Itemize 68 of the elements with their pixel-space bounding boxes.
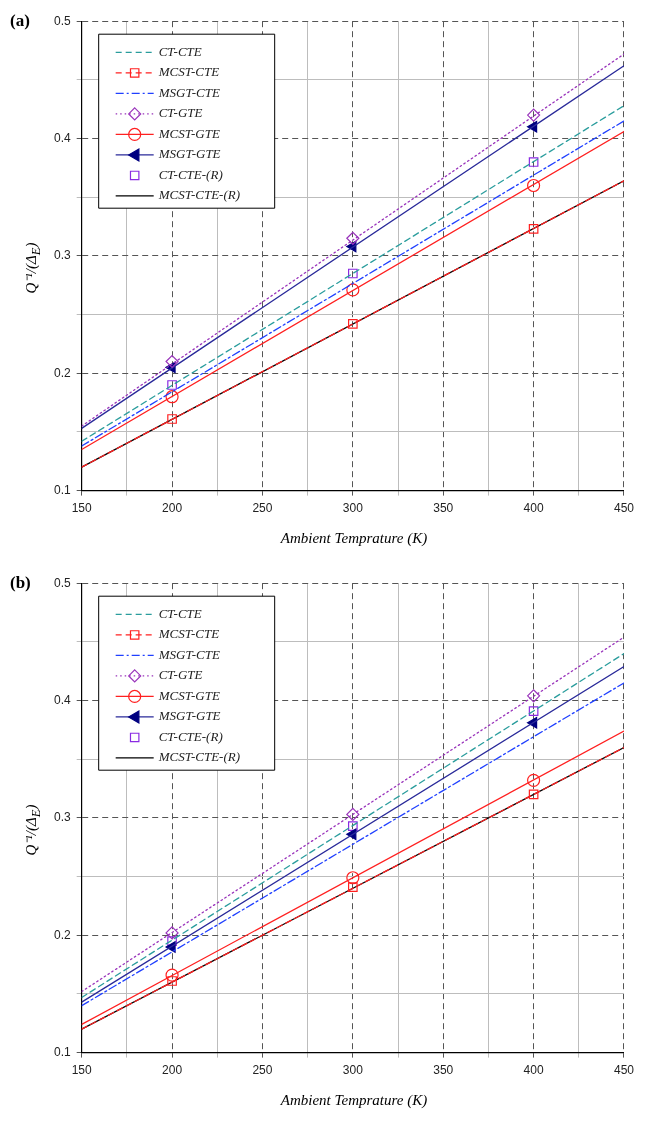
- x-tick-label: 300: [342, 1063, 364, 1078]
- legend-label: CT-CTE-(R): [158, 728, 223, 744]
- legend-label: MSGT-CTE: [157, 84, 220, 100]
- y-tick-label: 0.3: [53, 810, 71, 825]
- point: [347, 268, 358, 279]
- point: [346, 871, 360, 885]
- y-tick-label: 0.3: [53, 248, 71, 263]
- point: [528, 157, 539, 167]
- legend-label: MCST-GTE: [157, 125, 220, 141]
- point: [346, 807, 360, 821]
- chart-title: (a): [10, 11, 30, 31]
- point: [347, 882, 358, 892]
- point: [528, 706, 539, 716]
- point: [528, 789, 539, 800]
- point: [346, 283, 360, 297]
- x-tick-label: 450: [613, 1063, 635, 1078]
- x-tick-label: 450: [613, 501, 635, 516]
- y-tick-label: 0.1: [53, 1044, 71, 1059]
- legend-label: MSGT-GTE: [157, 146, 221, 162]
- point: [527, 689, 541, 703]
- point: [347, 319, 358, 329]
- y-tick-label: 0.5: [53, 575, 71, 590]
- point: [527, 773, 541, 787]
- point: [165, 354, 179, 369]
- point: [165, 390, 179, 404]
- x-tick-label: 200: [162, 501, 183, 516]
- y-tick-label: 0.2: [53, 365, 71, 380]
- x-tick-label: 150: [71, 1063, 93, 1078]
- y-tick-label: 0.4: [53, 130, 71, 145]
- x-tick-label: 250: [252, 1063, 273, 1078]
- point: [167, 976, 177, 986]
- point: [165, 926, 179, 940]
- legend-label: CT-GTE: [158, 105, 203, 121]
- legend-label: CT-CTE-(R): [158, 166, 223, 182]
- point: [167, 380, 177, 390]
- x-tick-label: 300: [342, 501, 364, 516]
- point: [165, 968, 179, 982]
- legend-label: MSGT-GTE: [157, 708, 221, 724]
- legend-label: MSGT-CTE: [157, 646, 220, 662]
- y-tick-label: 0.4: [53, 692, 71, 707]
- legend-label: MCST-CTE: [157, 626, 220, 642]
- legend-label: CT-GTE: [158, 667, 203, 683]
- point: [528, 224, 539, 234]
- point: [167, 936, 177, 946]
- x-tick-label: 350: [433, 1063, 454, 1078]
- x-axis-title: Ambient Temprature (K): [279, 530, 429, 547]
- legend-label: MCST-GTE: [157, 687, 220, 703]
- x-axis-title: Ambient Temprature (K): [279, 1092, 429, 1109]
- legend-label: MCST-CTE-(R): [157, 187, 241, 203]
- chart-title: (b): [10, 573, 31, 593]
- legend-label: MCST-CTE: [157, 64, 220, 80]
- point: [347, 821, 358, 831]
- legend-label: MCST-CTE-(R): [157, 749, 241, 765]
- point: [527, 108, 541, 122]
- y-tick-label: 0.5: [53, 13, 71, 28]
- x-tick-label: 350: [433, 501, 454, 516]
- legend-label: CT-CTE: [158, 605, 202, 621]
- y-tick-label: 0.1: [53, 482, 71, 497]
- x-tick-label: 150: [71, 501, 93, 516]
- y-tick-label: 0.2: [53, 927, 71, 942]
- point: [527, 178, 541, 193]
- x-tick-label: 400: [523, 501, 544, 516]
- x-tick-label: 200: [162, 1063, 183, 1078]
- point: [167, 414, 177, 424]
- point: [346, 231, 360, 245]
- legend-label: CT-CTE: [158, 43, 202, 59]
- x-tick-label: 250: [252, 501, 273, 516]
- x-tick-label: 400: [523, 1063, 544, 1078]
